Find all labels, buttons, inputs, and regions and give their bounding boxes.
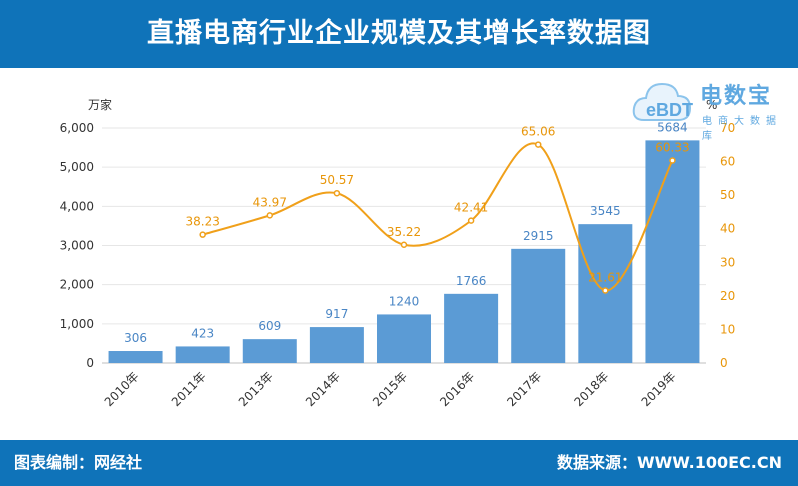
line-value-label: 38.23 bbox=[185, 215, 219, 229]
line-value-label: 35.22 bbox=[387, 225, 421, 239]
line-point bbox=[266, 212, 274, 219]
bar bbox=[511, 248, 566, 363]
y-tick-label: 4,000 bbox=[60, 199, 94, 213]
line-point bbox=[400, 241, 408, 249]
line-point bbox=[333, 189, 341, 197]
chart: 0 1,000 2,000 3,000 4,000 5,000 6,000 0 10 20 30 40… bbox=[60, 97, 736, 409]
y-tick-label: 1,000 bbox=[60, 317, 94, 331]
bar-value-label: 1766 bbox=[456, 274, 487, 288]
logo-sub-text: 电商大数据库 bbox=[702, 116, 782, 142]
line-value-label: 50.57 bbox=[320, 173, 354, 187]
page-title: 直播电商行业企业规模及其增长率数据图 bbox=[147, 18, 651, 49]
x-tick-label: 2017年 bbox=[504, 369, 544, 409]
y2-axis-unit: % bbox=[706, 98, 717, 112]
line-value-label: 65.06 bbox=[521, 125, 555, 139]
y-tick-label: 3,000 bbox=[60, 239, 94, 253]
bar-value-label: 609 bbox=[258, 319, 281, 333]
bar-value-label: 423 bbox=[191, 326, 214, 340]
bar-value-label: 1240 bbox=[389, 294, 420, 308]
bar-value-label: 917 bbox=[325, 307, 348, 321]
y2-tick-label: 10 bbox=[720, 322, 735, 336]
y-tick-label: 6,000 bbox=[60, 121, 94, 135]
x-tick-label: 2015年 bbox=[370, 369, 410, 409]
bar bbox=[108, 351, 163, 363]
y2-tick-label: 50 bbox=[720, 188, 735, 202]
line-point bbox=[669, 157, 676, 164]
x-tick-label: 2013年 bbox=[236, 369, 276, 409]
y2-tick-label: 40 bbox=[720, 222, 735, 236]
y2-tick-label: 0 bbox=[720, 356, 728, 370]
footer-bar: 图表编制：网经社 数据来源：WWW.100EC.CN bbox=[0, 440, 798, 486]
logo: eBDT 电数宝 电商大数据库 bbox=[630, 72, 795, 142]
y-tick-label: 5,000 bbox=[60, 160, 94, 174]
bar bbox=[242, 339, 297, 363]
y2-tick-label: 70 bbox=[720, 121, 735, 135]
y2-tick-label: 60 bbox=[720, 155, 735, 169]
bar bbox=[309, 327, 364, 363]
bar-value-label: 5684 bbox=[657, 120, 688, 134]
x-tick-label: 2018年 bbox=[571, 369, 611, 409]
line-point bbox=[602, 287, 609, 294]
bar-value-label: 306 bbox=[124, 331, 147, 345]
bar-value-label: 2915 bbox=[523, 229, 554, 243]
bar bbox=[175, 346, 230, 363]
bar bbox=[444, 293, 499, 363]
x-tick-label: 2016年 bbox=[437, 369, 477, 409]
line-value-label: 60.33 bbox=[655, 140, 689, 154]
x-tick-label: 2011年 bbox=[169, 369, 209, 409]
logo-main-text: 电数宝 bbox=[700, 84, 773, 109]
cloud-ebdt-icon: eBDT bbox=[632, 82, 693, 121]
line-value-label: 43.97 bbox=[253, 195, 287, 209]
line-point bbox=[534, 141, 542, 148]
line-value-label: 42.41 bbox=[454, 201, 488, 215]
y-tick-label: 2,000 bbox=[60, 278, 94, 292]
bar bbox=[377, 314, 431, 363]
x-tick-label: 2019年 bbox=[639, 369, 679, 409]
x-tick-label: 2014年 bbox=[303, 369, 343, 409]
bar-value-label: 3545 bbox=[590, 204, 621, 218]
footer-credit: 图表编制：网经社 bbox=[14, 453, 143, 472]
x-tick-label: 2010年 bbox=[102, 369, 142, 409]
svg-text:eBDT: eBDT bbox=[646, 100, 693, 120]
line-point bbox=[199, 231, 206, 238]
bar bbox=[645, 140, 700, 363]
y-tick-label: 0 bbox=[86, 356, 94, 370]
y2-tick-label: 20 bbox=[720, 289, 735, 303]
line-value-label: 21.61 bbox=[588, 270, 622, 284]
y2-tick-label: 30 bbox=[720, 255, 735, 269]
line-point bbox=[467, 217, 475, 224]
y-axis-unit: 万家 bbox=[88, 97, 112, 112]
footer-source: 数据来源：WWW.100EC.CN bbox=[556, 453, 782, 472]
header-bar: 直播电商行业企业规模及其增长率数据图 bbox=[0, 0, 798, 68]
